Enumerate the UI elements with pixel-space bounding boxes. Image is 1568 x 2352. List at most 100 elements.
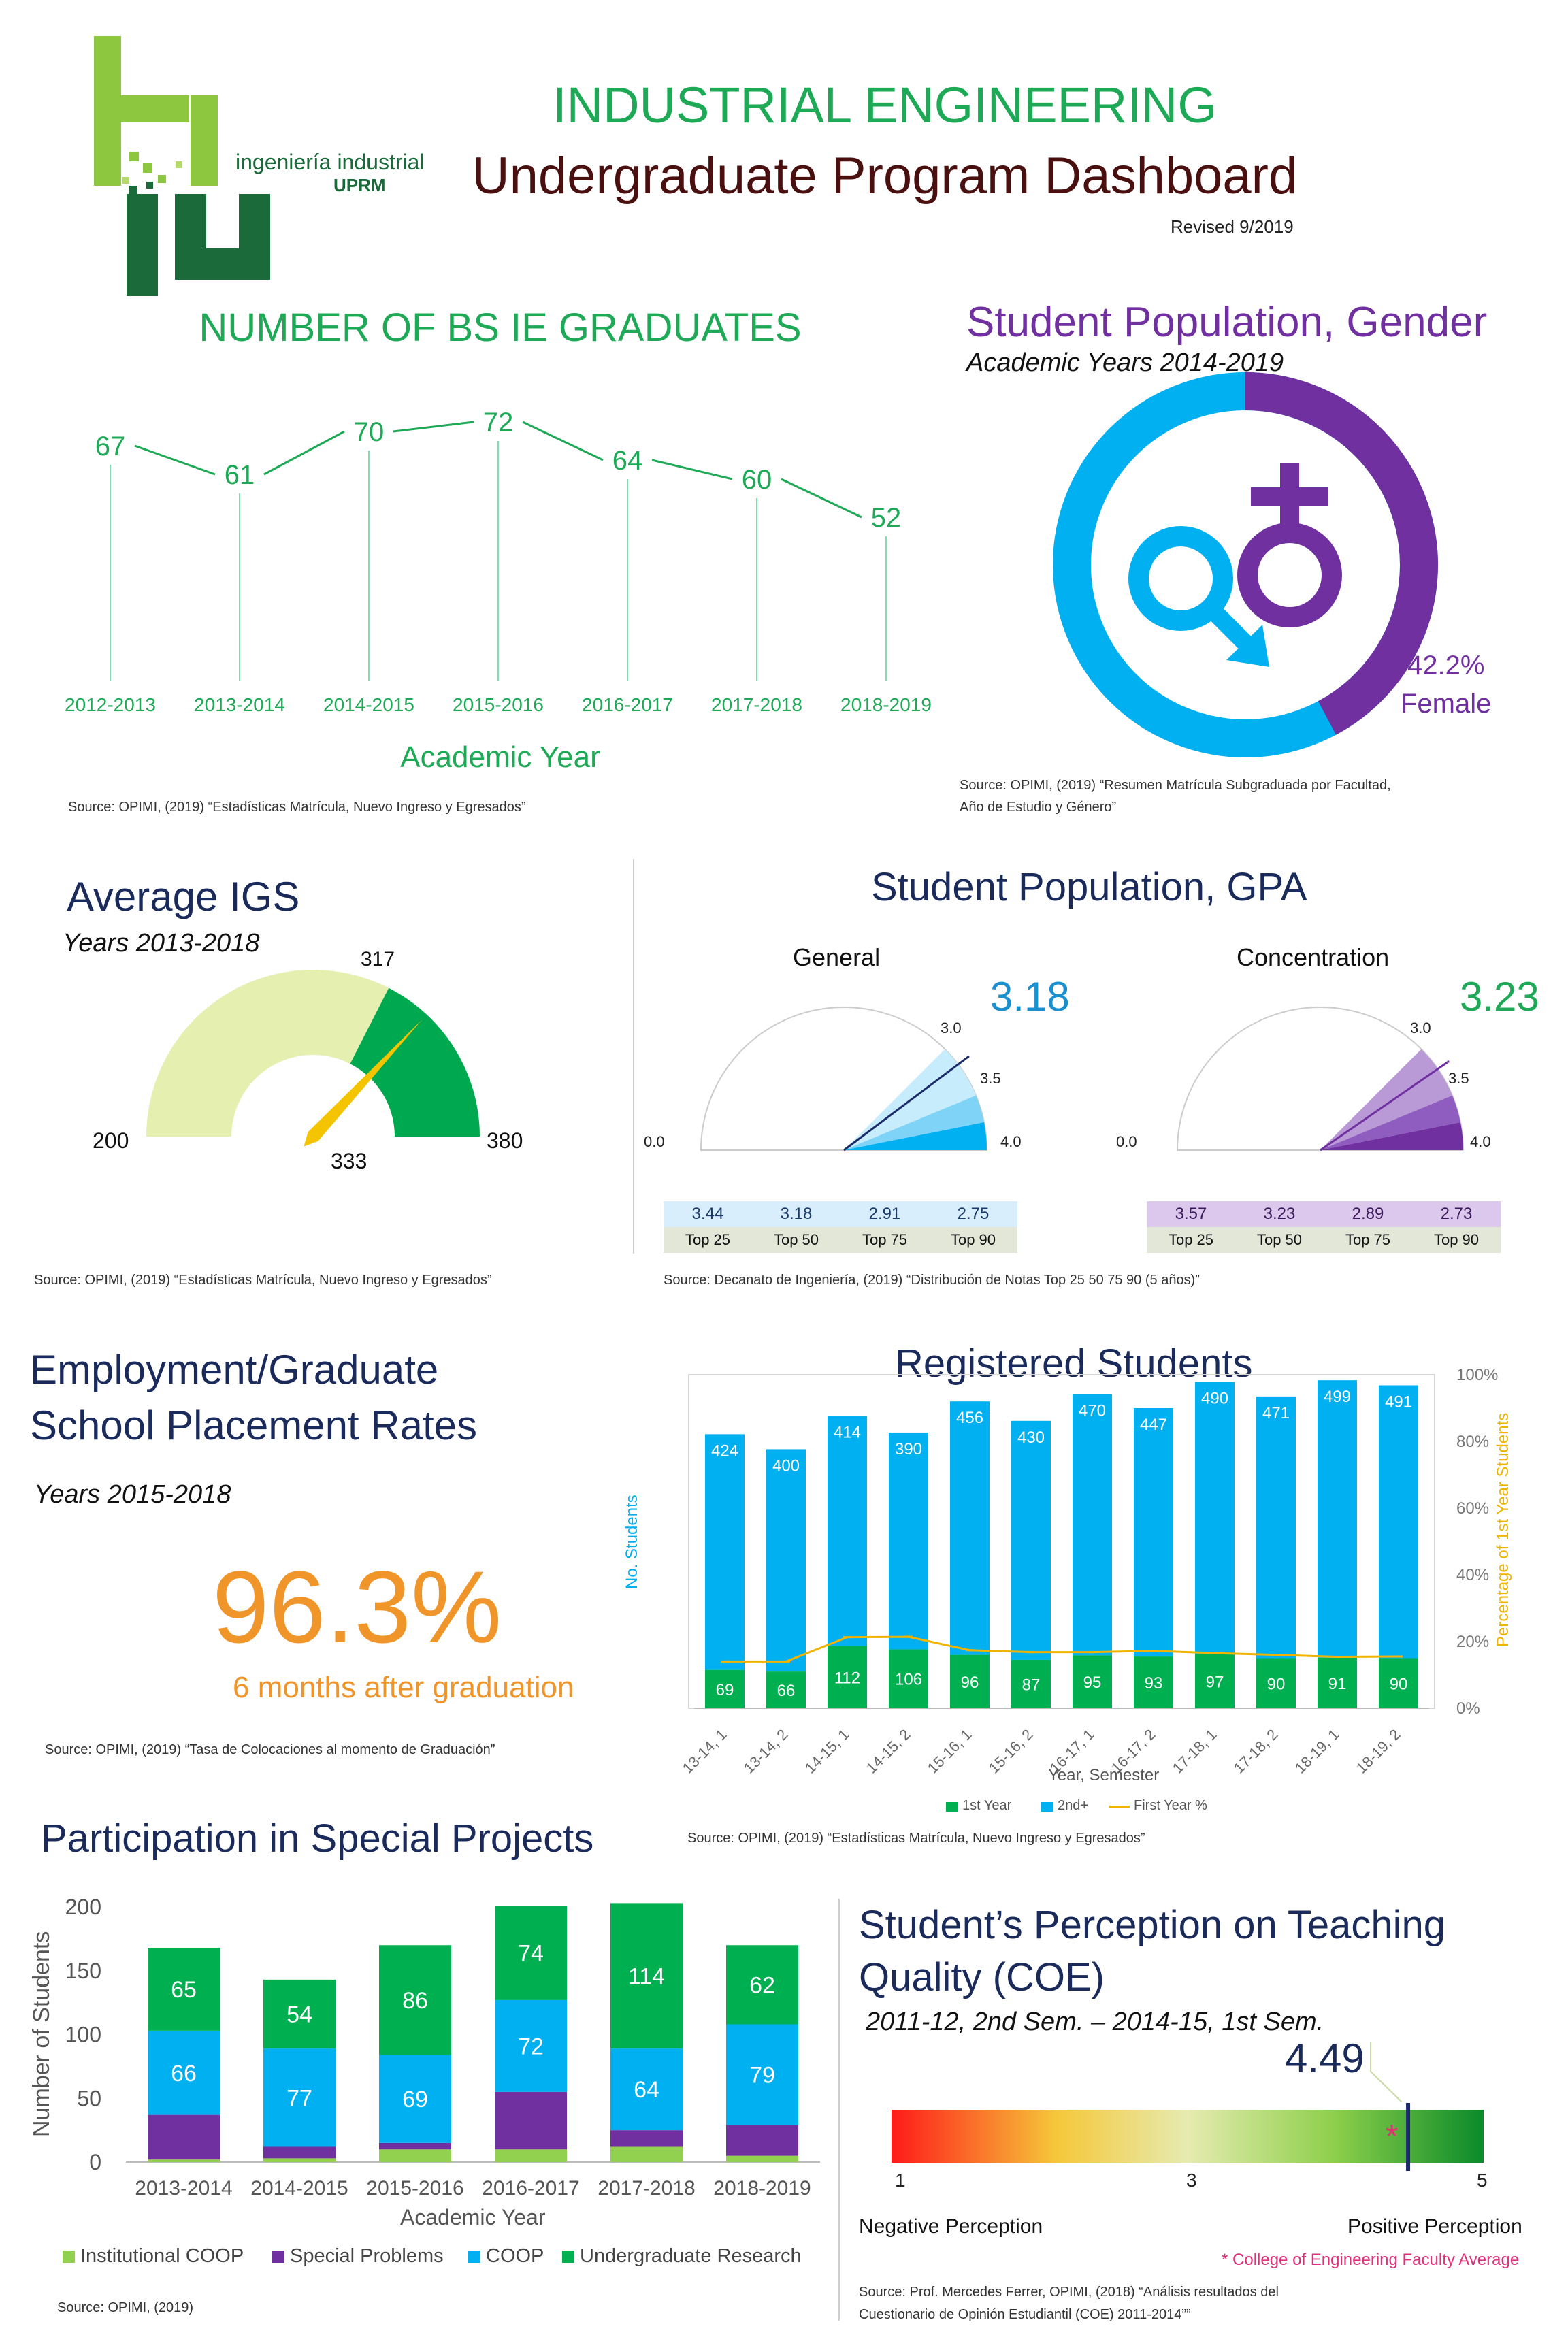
- con-label-top50: Top 50: [1256, 1231, 1303, 1248]
- reg-2nd-plus-label: 491: [1385, 1393, 1412, 1411]
- reg-bar-1st-year: [950, 1654, 990, 1708]
- gpa-con-tick-35: 3.5: [1448, 1070, 1469, 1087]
- perception-subtitle: 2011-12, 2nd Sem. – 2014-15, 1st Sem.: [866, 2008, 1324, 2036]
- gpa-con-band-30: [1320, 1049, 1453, 1150]
- reg-bar-2nd-plus: [828, 1416, 867, 1646]
- female-arc: [1245, 372, 1438, 735]
- gender-source-2: Año de Estudio y Género”: [960, 800, 1117, 815]
- proj-bar-segment-1: [263, 2146, 336, 2159]
- perception-tick-1: 1: [895, 2170, 906, 2191]
- gpa-concentration-table: 3.57 3.23 2.89 2.73 Top 25 Top 50 Top 75…: [1147, 1201, 1501, 1253]
- uprm-logo: ingeniería industrial UPRM: [82, 31, 425, 296]
- reg-bar-2nd-plus: [766, 1449, 806, 1672]
- registered-title: Registered Students: [895, 1341, 1253, 1386]
- reg-1st-year-label: 96: [961, 1673, 979, 1692]
- gpa-title: Student Population, GPA: [871, 865, 1307, 909]
- gpa-general-needle: [843, 1055, 970, 1152]
- reg-bar-2nd-plus: [950, 1401, 990, 1655]
- general-label-top90: Top 90: [950, 1231, 996, 1248]
- reg-x-tick: 13-14, 1: [679, 1726, 730, 1777]
- reg-y2-tick: 60%: [1456, 1499, 1489, 1518]
- legend-swatch-coop: [468, 2251, 480, 2263]
- gpa-con-needle: [1320, 1060, 1450, 1152]
- reg-1st-year-label: 95: [1083, 1673, 1102, 1692]
- divider-vertical-2: [838, 1899, 840, 2321]
- grad-series-line: [134, 421, 862, 519]
- general-top50: 3.18: [780, 1205, 813, 1223]
- igs-mark: 317: [361, 948, 395, 970]
- gpa-con-tick-40: 4.0: [1470, 1133, 1491, 1150]
- reg-2nd-plus-label: 400: [772, 1456, 800, 1475]
- logo-sub: UPRM: [333, 175, 386, 195]
- grad-value-label: 61: [225, 460, 255, 490]
- female-percent: 42.2%: [1407, 651, 1485, 681]
- perception-neg: Negative Perception: [859, 2215, 1043, 2238]
- legend-label-first-pct: First Year %: [1134, 1798, 1207, 1813]
- proj-bar-segment-2: [263, 2048, 336, 2147]
- female-label: Female: [1401, 689, 1492, 719]
- reg-1st-year-label: 97: [1206, 1673, 1224, 1691]
- grad-value-label: 72: [483, 408, 514, 438]
- grad-value-label: 52: [871, 503, 902, 533]
- general-top90: 2.75: [957, 1205, 990, 1223]
- igs-value: 333: [331, 1149, 368, 1173]
- proj-bar-segment-3: [610, 1903, 683, 2049]
- reg-1st-year-label: 87: [1022, 1676, 1041, 1694]
- gpa-general-band-40: [844, 1122, 987, 1150]
- con-top90: 2.73: [1440, 1205, 1473, 1223]
- gpa-general-tick-30: 3.0: [941, 1019, 962, 1036]
- igs-title: Average IGS: [67, 874, 300, 919]
- proj-bar-segment-2: [495, 1999, 567, 2092]
- grad-x-tick: 2013-2014: [194, 694, 285, 715]
- proj-bar-segment-0: [610, 2146, 683, 2162]
- gender-donut: [1053, 372, 1438, 757]
- legend-label-inst-coop: Institutional COOP: [80, 2245, 244, 2267]
- graduates-source: Source: OPIMI, (2019) “Estadísticas Matr…: [68, 800, 526, 815]
- reg-x-tick: 15-16, 2: [985, 1726, 1036, 1777]
- proj-bar-segment-0: [263, 2158, 336, 2162]
- perception-scale: *: [892, 2042, 1484, 2171]
- grad-value-label: 60: [742, 465, 772, 495]
- proj-x-tick: 2017-2018: [598, 2177, 695, 2200]
- con-top75: 2.89: [1352, 1205, 1384, 1223]
- reg-1st-year-label: 106: [895, 1671, 922, 1689]
- male-symbol-icon: [1128, 526, 1269, 667]
- proj-segment-label: 77: [287, 2085, 312, 2111]
- gpa-source: Source: Decanato de Ingeniería, (2019) “…: [664, 1273, 1200, 1288]
- con-label-top75: Top 75: [1345, 1231, 1391, 1248]
- proj-segment-label: 86: [402, 1988, 428, 2014]
- con-label-top25: Top 25: [1168, 1231, 1214, 1248]
- perc-bar: [892, 2110, 1484, 2163]
- reg-2nd-plus-label: 414: [834, 1423, 861, 1441]
- grad-x-tick: 2012-2013: [65, 694, 156, 715]
- reg-1st-year-label: 66: [777, 1682, 796, 1700]
- employment-caption: 6 months after graduation: [233, 1671, 574, 1704]
- general-label-top75: Top 75: [862, 1231, 908, 1248]
- female-symbol-icon: [1237, 463, 1342, 627]
- reg-2nd-plus-label: 471: [1262, 1404, 1290, 1422]
- gpa-concentration-gauge: [1176, 1007, 1465, 1152]
- proj-x-tick: 2013-2014: [135, 2177, 232, 2200]
- reg-bar-2nd-plus: [1318, 1380, 1357, 1658]
- reg-bar-1st-year: [1134, 1656, 1173, 1708]
- general-label-top50: Top 50: [773, 1231, 819, 1248]
- projects-source: Source: OPIMI, (2019): [57, 2300, 194, 2315]
- reg-x-tick: 15-16, 1: [924, 1726, 975, 1777]
- reg-y2-tick: 100%: [1456, 1366, 1498, 1384]
- igs-max: 380: [487, 1128, 523, 1153]
- perception-title-1: Student’s Perception on Teaching: [859, 1903, 1446, 1947]
- proj-y-tick: 100: [65, 2023, 101, 2047]
- gpa-general-tick-40: 4.0: [1000, 1133, 1022, 1150]
- igs-band-low: [146, 970, 389, 1137]
- general-label-top25: Top 25: [685, 1231, 731, 1248]
- proj-bar-segment-0: [148, 2159, 220, 2162]
- reg-1st-year-label: 90: [1390, 1675, 1408, 1693]
- reg-1st-year-label: 69: [716, 1681, 734, 1699]
- gpa-con-tick-30: 3.0: [1410, 1019, 1431, 1036]
- reg-bar-2nd-plus: [1134, 1408, 1173, 1657]
- reg-2nd-plus-label: 424: [711, 1441, 738, 1460]
- graduates-xlabel: Academic Year: [400, 740, 600, 774]
- reg-bar-1st-year: [1073, 1655, 1112, 1708]
- reg-bar-1st-year: [828, 1646, 867, 1708]
- reg-2nd-plus-label: 499: [1324, 1388, 1351, 1406]
